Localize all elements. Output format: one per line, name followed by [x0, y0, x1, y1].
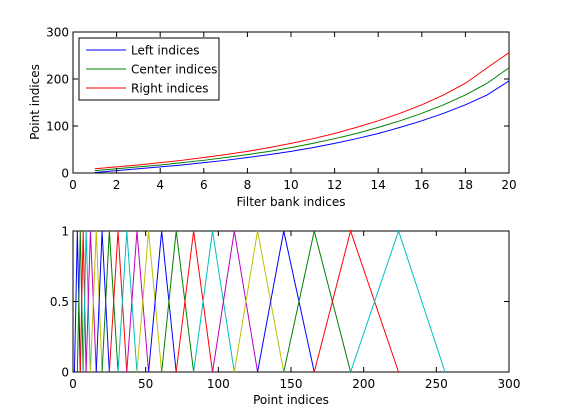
y-tick-label: 300 [46, 26, 69, 40]
x-tick-label: 0 [69, 377, 77, 391]
x-tick-label: 150 [280, 377, 303, 391]
x-tick-label: 10 [283, 178, 298, 192]
x-tick-label: 4 [156, 178, 164, 192]
x-tick-label: 18 [458, 178, 473, 192]
x-tick-label: 2 [113, 178, 121, 192]
x-tick-label: 200 [352, 377, 375, 391]
y-tick-label: 0 [61, 366, 69, 380]
x-tick-label: 0 [69, 178, 77, 192]
x-tick-label: 50 [138, 377, 153, 391]
legend-label-right: Right indices [131, 82, 209, 96]
x-tick-label: 12 [327, 178, 342, 192]
y-tick-label: 200 [46, 73, 69, 87]
x-tick-label: 14 [371, 178, 386, 192]
x-tick-label: 6 [200, 178, 208, 192]
top-x-axis-label: Filter bank indices [237, 195, 346, 209]
x-tick-label: 250 [425, 377, 448, 391]
x-tick-label: 300 [498, 377, 521, 391]
x-tick-label: 100 [207, 377, 230, 391]
legend: Left indices Center indices Right indice… [79, 38, 219, 100]
top-y-axis-label: Point indices [28, 64, 42, 140]
y-tick-label: 0 [61, 167, 69, 181]
y-tick-label: 1 [61, 225, 69, 239]
x-tick-label: 8 [244, 178, 252, 192]
x-tick-label: 16 [414, 178, 429, 192]
legend-label-left: Left indices [131, 44, 200, 58]
y-tick-label: 0.5 [50, 295, 69, 309]
y-tick-label: 100 [46, 120, 69, 134]
x-tick-label: 20 [501, 178, 516, 192]
bottom-x-axis-label: Point indices [253, 393, 329, 407]
legend-label-center: Center indices [131, 63, 217, 77]
